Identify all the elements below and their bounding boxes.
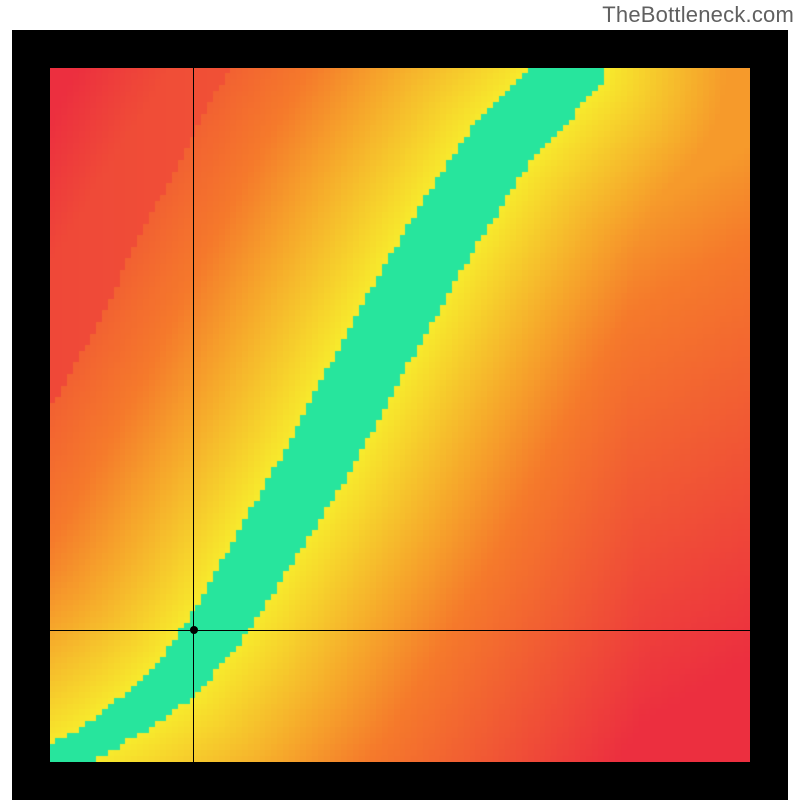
heatmap-canvas xyxy=(50,68,750,762)
crosshair-vertical xyxy=(193,68,194,762)
crosshair-horizontal xyxy=(50,630,750,631)
crosshair-marker xyxy=(190,626,198,634)
figure-root: { "attribution": "TheBottleneck.com", "a… xyxy=(0,0,800,800)
attribution-text: TheBottleneck.com xyxy=(602,2,794,28)
